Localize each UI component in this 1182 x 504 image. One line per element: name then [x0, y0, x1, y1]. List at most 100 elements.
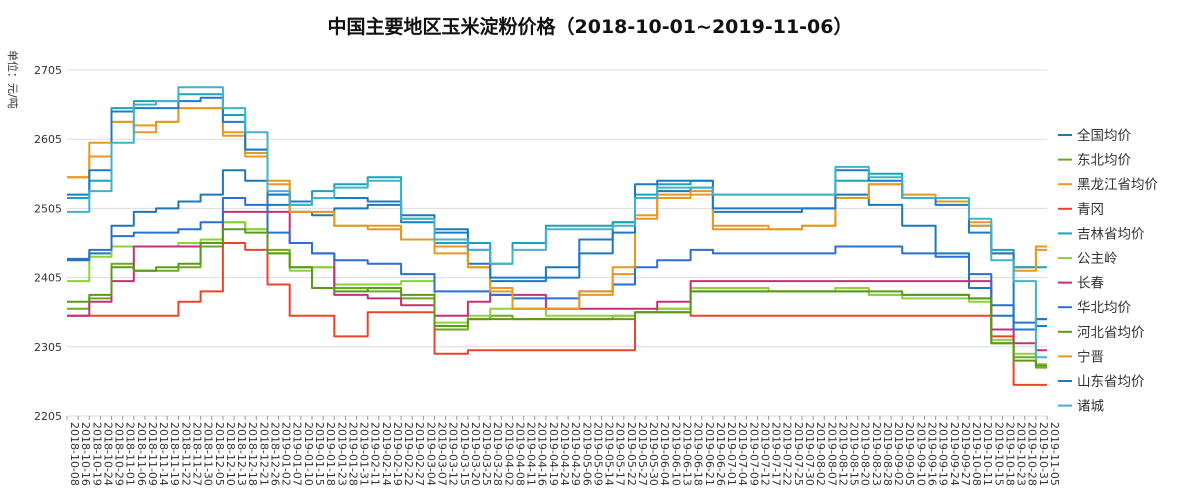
y-tick-label: 2505 [34, 202, 62, 215]
x-tick-label: 2019-04-16 [536, 422, 549, 486]
legend-entry[interactable]: 东北均价 [1077, 153, 1131, 169]
x-tick-label: 2019-09-27 [959, 422, 972, 486]
x-tick-label: 2019-09-24 [948, 422, 961, 486]
x-tick-label: 2019-07-12 [758, 422, 771, 486]
x-tick-label: 2019-01-31 [358, 422, 371, 486]
x-tick-label: 2019-05-27 [636, 422, 649, 486]
x-tick-label: 2019-03-04 [424, 422, 437, 486]
x-tick-label: 2018-10-19 [90, 422, 103, 486]
x-tick-label: 2018-11-19 [168, 422, 181, 486]
x-tick-label: 2019-01-28 [346, 422, 359, 486]
x-tick-label: 2019-08-12 [836, 422, 849, 486]
x-tick-label: 2019-10-15 [992, 422, 1005, 486]
x-tick-label: 2019-05-22 [625, 422, 638, 486]
legend-entry[interactable]: 长春 [1077, 276, 1105, 292]
x-tick-label: 2018-11-06 [135, 422, 148, 486]
x-tick-label: 2019-02-14 [380, 422, 393, 486]
x-tick-label: 2018-11-01 [124, 422, 137, 486]
x-tick-label: 2019-10-31 [1037, 422, 1050, 486]
x-tick-label: 2019-04-29 [569, 422, 582, 486]
legend-entry[interactable]: 吉林省均价 [1077, 226, 1145, 242]
x-tick-label: 2019-06-10 [669, 422, 682, 486]
x-tick-label: 2018-10-29 [113, 422, 126, 486]
series-line [67, 228, 1047, 367]
y-tick-label: 2205 [34, 410, 62, 423]
x-tick-label: 2019-03-20 [469, 422, 482, 486]
y-tick-label: 2705 [34, 64, 62, 77]
x-tick-label: 2019-01-18 [324, 422, 337, 486]
legend-entry[interactable]: 河北省均价 [1077, 325, 1145, 341]
x-tick-label: 2019-03-15 [458, 422, 471, 486]
x-tick-label: 2019-10-23 [1015, 422, 1028, 486]
x-tick-label: 2019-08-23 [870, 422, 883, 486]
series-line [67, 169, 1047, 331]
x-tick-label: 2019-04-11 [525, 422, 538, 486]
x-tick-label: 2018-11-14 [157, 422, 170, 486]
legend-entry[interactable]: 诸城 [1077, 399, 1105, 415]
x-tick-label: 2019-01-07 [291, 422, 304, 486]
legend-entry[interactable]: 公主岭 [1077, 251, 1118, 267]
x-tick-label: 2019-10-08 [970, 422, 983, 486]
series-line [67, 242, 1047, 386]
x-tick-label: 2019-05-14 [603, 422, 616, 486]
x-tick-label: 2019-03-28 [491, 422, 504, 486]
x-tick-label: 2019-06-18 [692, 422, 705, 486]
x-tick-label: 2018-12-10 [224, 422, 237, 486]
series-line [67, 210, 1047, 352]
x-tick-label: 2019-05-09 [591, 422, 604, 486]
series-line [67, 197, 1047, 324]
x-tick-label: 2018-11-30 [202, 422, 215, 486]
x-tick-label: 2019-10-28 [1026, 422, 1039, 486]
x-tick-label: 2019-07-25 [792, 422, 805, 486]
legend-entry[interactable]: 宁晋 [1077, 348, 1104, 365]
x-tick-label: 2019-11-05 [1048, 422, 1061, 486]
x-tick-label: 2019-09-05 [903, 422, 916, 486]
x-tick-label: 2019-08-15 [848, 422, 861, 486]
x-tick-label: 2019-08-28 [881, 422, 894, 486]
x-tick-label: 2019-01-02 [280, 422, 293, 486]
x-tick-label: 2019-10-11 [981, 422, 994, 486]
x-tick-label: 2019-03-25 [480, 422, 493, 486]
x-tick-label: 2018-12-21 [257, 422, 270, 486]
y-axis-unit-label: 单位：元/吨 [6, 50, 20, 109]
x-tick-label: 2019-07-04 [736, 422, 749, 486]
x-tick-label: 2019-08-20 [859, 422, 872, 486]
x-tick-label: 2019-03-07 [436, 422, 449, 486]
x-tick-label: 2018-10-08 [68, 422, 81, 486]
x-tick-label: 2019-05-17 [614, 422, 627, 486]
legend-entry[interactable]: 全国均价 [1077, 127, 1131, 144]
legend-entry[interactable]: 黑龙江省均价 [1077, 177, 1158, 193]
x-tick-label: 2019-02-27 [413, 422, 426, 486]
x-tick-label: 2019-07-30 [803, 422, 816, 486]
x-tick-label: 2019-08-02 [814, 422, 827, 486]
y-tick-label: 2305 [34, 341, 62, 354]
x-tick-label: 2019-06-04 [658, 422, 671, 486]
x-tick-label: 2019-09-16 [926, 422, 939, 486]
x-tick-label: 2019-10-18 [1003, 422, 1016, 486]
x-tick-label: 2019-09-10 [914, 422, 927, 486]
x-tick-label: 2018-10-24 [101, 422, 114, 486]
x-tick-label: 2019-04-02 [502, 422, 515, 486]
x-tick-label: 2018-11-22 [179, 422, 192, 486]
x-tick-label: 2019-01-15 [313, 422, 326, 486]
x-tick-label: 2019-09-19 [937, 422, 950, 486]
legend-entry[interactable]: 山东省均价 [1077, 374, 1145, 390]
x-tick-label: 2019-07-17 [770, 422, 783, 486]
x-tick-label: 2019-06-13 [681, 422, 694, 486]
x-tick-label: 2018-12-18 [246, 422, 259, 486]
series-line [67, 221, 1047, 366]
y-tick-label: 2405 [34, 272, 62, 285]
x-tick-label: 2019-01-23 [335, 422, 348, 486]
x-tick-label: 2019-09-02 [892, 422, 905, 486]
x-tick-label: 2019-04-24 [558, 422, 571, 486]
x-tick-label: 2018-11-27 [191, 422, 204, 486]
x-tick-label: 2018-12-13 [235, 422, 248, 486]
legend-entry[interactable]: 青冈 [1077, 202, 1104, 218]
x-tick-label: 2019-04-08 [513, 422, 526, 486]
x-tick-label: 2018-12-05 [213, 422, 226, 486]
legend-entry[interactable]: 华北均价 [1077, 300, 1131, 316]
x-tick-label: 2019-06-21 [703, 422, 716, 486]
x-tick-label: 2018-11-09 [146, 422, 159, 486]
x-tick-label: 2019-05-30 [647, 422, 660, 486]
